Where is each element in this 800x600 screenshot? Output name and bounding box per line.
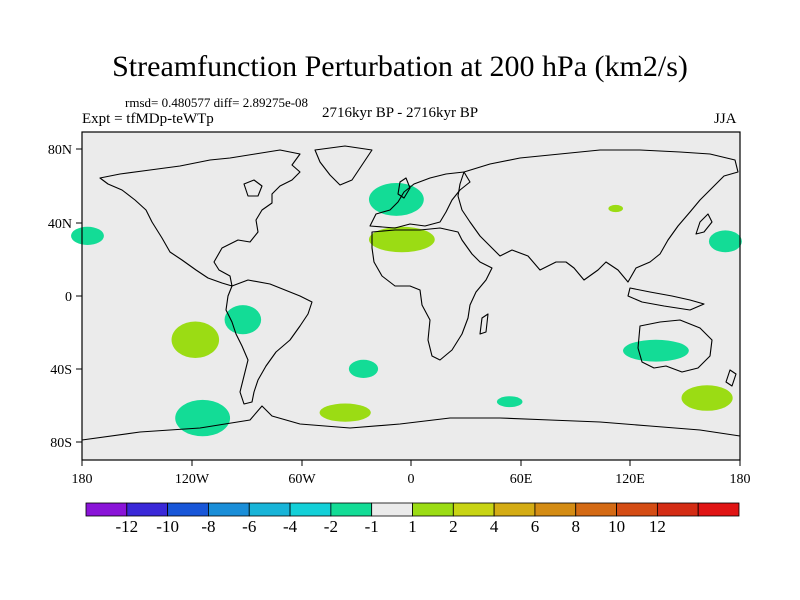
colorbar-swatch-12 <box>575 502 617 517</box>
anomaly-region-12 <box>681 385 733 411</box>
colorbar-label-1: -10 <box>156 517 179 536</box>
coast-hudson-bay <box>243 179 263 197</box>
anomaly-region-10 <box>623 339 689 362</box>
colorbar-label-7: 1 <box>408 517 417 536</box>
anomaly-region-6 <box>368 183 424 216</box>
coast-europe <box>369 171 471 229</box>
colorbar-swatch-5 <box>289 502 332 517</box>
colorbar-swatch-15 <box>697 502 740 517</box>
anomaly-region-9 <box>608 204 624 213</box>
colorbar-label-2: -8 <box>201 517 215 536</box>
colorbar-swatch-11 <box>534 502 577 517</box>
lon-label-60e: 60E <box>510 472 533 487</box>
season-label: JJA <box>714 111 737 127</box>
coast-greenland <box>314 145 373 186</box>
colorbar-label-6: -1 <box>365 517 379 536</box>
lon-label-60w: 60W <box>288 472 316 487</box>
coast-north-america <box>99 149 301 287</box>
anomaly-layer <box>71 183 742 437</box>
colorbar-label-8: 2 <box>449 517 458 536</box>
lon-label-180-west: 180 <box>72 472 93 487</box>
lat-label-0: 0 <box>65 290 72 305</box>
colorbar-labels: -12 -10 -8 -6 -4 -2 -1 1 2 4 6 8 10 12 <box>115 517 665 536</box>
colorbar-label-10: 6 <box>531 517 540 536</box>
plot-title: Streamfunction Perturbation at 200 hPa (… <box>112 50 688 83</box>
anomaly-region-1 <box>171 321 220 358</box>
colorbar-label-13: 12 <box>649 517 666 536</box>
coast-indonesia <box>627 287 705 311</box>
colorbar <box>85 502 740 517</box>
colorbar-swatch-7 <box>371 502 413 517</box>
colorbar-swatch-3 <box>208 502 250 517</box>
coast-antarctica <box>81 405 741 441</box>
anomaly-region-11 <box>708 230 742 253</box>
anomaly-region-5 <box>319 403 371 422</box>
coast-uk <box>397 177 411 199</box>
lon-label-120e: 120E <box>615 472 645 487</box>
anomaly-region-4 <box>348 359 379 378</box>
colorbar-swatch-0 <box>85 502 128 517</box>
anomaly-region-7 <box>368 226 435 253</box>
anomaly-region-2 <box>224 305 262 335</box>
lat-label-80n: 80N <box>48 143 72 158</box>
lon-label-0: 0 <box>408 472 415 487</box>
coast-australia <box>637 319 713 373</box>
lon-label-120w: 120W <box>175 472 210 487</box>
coast-madagascar <box>479 313 489 335</box>
period-label: 2716kyr BP - 2716kyr BP <box>322 105 479 121</box>
anomaly-region-3 <box>175 399 231 437</box>
statistics-line: rmsd= 0.480577 diff= 2.89275e-08 <box>125 95 309 110</box>
colorbar-swatch-13 <box>616 502 658 517</box>
colorbar-swatch-8 <box>412 502 454 517</box>
experiment-label: Expt = tfMDp-teWTp <box>82 111 214 127</box>
tick-marks <box>76 148 741 466</box>
anomaly-region-8 <box>496 396 523 408</box>
colorbar-label-11: 8 <box>572 517 581 536</box>
colorbar-swatch-14 <box>656 502 699 517</box>
coast-africa <box>371 227 493 361</box>
coast-new-zealand <box>725 369 737 387</box>
colorbar-swatch-2 <box>167 502 209 517</box>
colorbar-label-0: -12 <box>115 517 138 536</box>
colorbar-label-4: -4 <box>283 517 298 536</box>
colorbar-swatch-6 <box>330 502 373 517</box>
colorbar-swatch-9 <box>452 502 495 517</box>
coast-south-america <box>225 279 313 405</box>
coast-japan <box>695 213 713 235</box>
colorbar-label-5: -2 <box>324 517 338 536</box>
colorbar-label-3: -6 <box>242 517 256 536</box>
lat-label-40s: 40S <box>50 363 72 378</box>
lat-label-40n: 40N <box>48 217 72 232</box>
colorbar-swatch-4 <box>248 502 291 517</box>
colorbar-label-9: 4 <box>490 517 499 536</box>
colorbar-swatch-10 <box>493 502 536 517</box>
colorbar-swatch-1 <box>126 502 169 517</box>
colorbar-label-12: 10 <box>608 517 625 536</box>
anomaly-region-0 <box>71 226 104 245</box>
coastlines <box>81 145 741 441</box>
lon-label-180-east: 180 <box>730 472 751 487</box>
lat-label-80s: 80S <box>50 436 72 451</box>
coast-asia <box>457 149 739 283</box>
